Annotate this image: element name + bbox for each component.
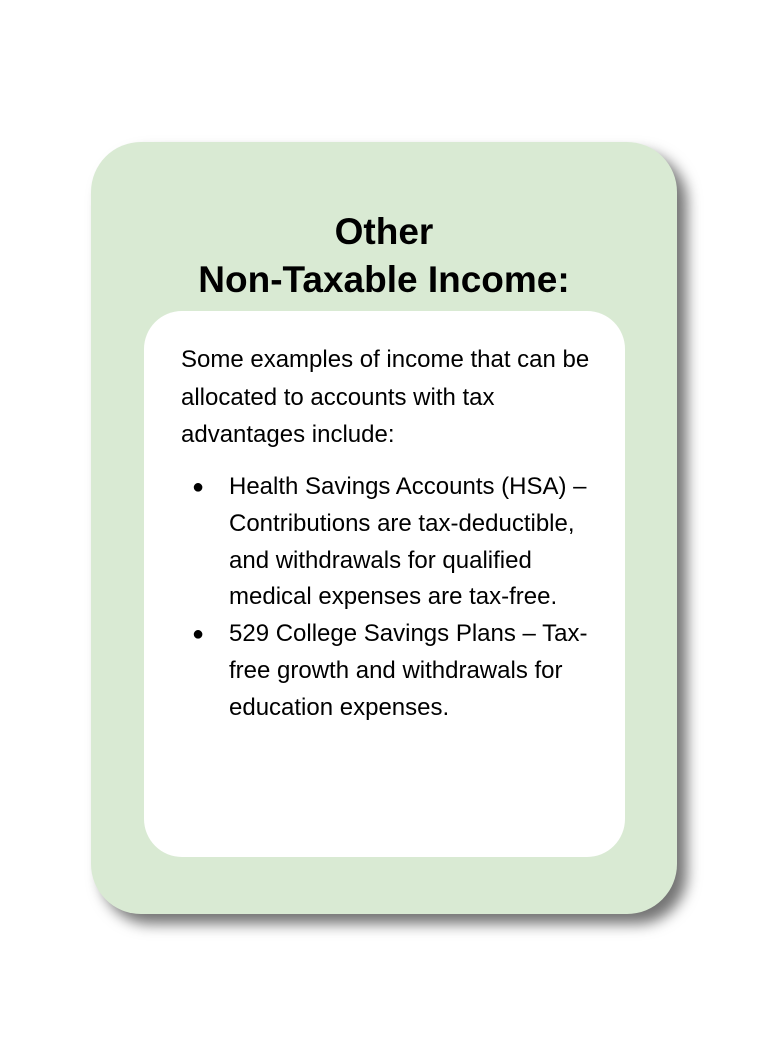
card-title-line-2: Non-Taxable Income: — [198, 259, 570, 300]
list-item-text: Health Savings Accounts (HSA) – Contribu… — [229, 473, 587, 611]
examples-list: ● Health Savings Accounts (HSA) – Contri… — [181, 469, 611, 727]
bullet-icon: ● — [192, 476, 205, 498]
card-content-panel: Some examples of income that can be allo… — [144, 311, 625, 857]
list-item-text: 529 College Savings Plans – Tax-free gro… — [229, 620, 588, 721]
list-item-hsa: ● Health Savings Accounts (HSA) – Contri… — [181, 469, 611, 616]
list-item-529-plan: ● 529 College Savings Plans – Tax-free g… — [181, 616, 611, 726]
info-card: Other Non-Taxable Income: Some examples … — [91, 142, 677, 914]
card-title: Other Non-Taxable Income: — [91, 208, 677, 304]
bullet-icon: ● — [192, 623, 205, 646]
intro-text: Some examples of income that can be allo… — [181, 346, 590, 448]
card-title-line-1: Other — [334, 211, 434, 252]
